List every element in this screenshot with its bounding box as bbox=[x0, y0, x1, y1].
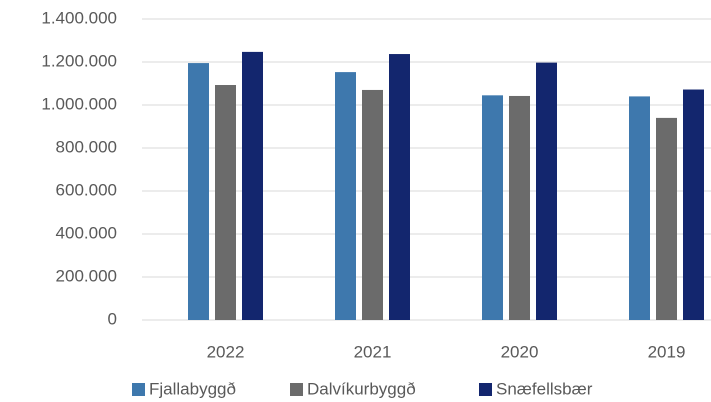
y-tick-label: 800.000 bbox=[56, 137, 117, 156]
bar bbox=[629, 96, 650, 321]
bar bbox=[509, 95, 530, 320]
x-tick-label: 2022 bbox=[207, 342, 245, 361]
bar bbox=[188, 63, 209, 320]
y-tick-label: 200.000 bbox=[56, 266, 117, 285]
y-tick-label: 0 bbox=[108, 309, 117, 328]
bar bbox=[683, 89, 704, 321]
legend-swatch bbox=[479, 383, 492, 396]
bar bbox=[656, 117, 677, 321]
legend-label: Fjallabyggð bbox=[149, 379, 236, 398]
y-tick-label: 400.000 bbox=[56, 223, 117, 242]
y-tick-label: 1.400.000 bbox=[41, 8, 117, 27]
y-tick-label: 1.200.000 bbox=[41, 51, 117, 70]
legend-swatch bbox=[290, 383, 303, 396]
bar bbox=[482, 95, 503, 320]
bar bbox=[389, 54, 410, 321]
y-tick-label: 600.000 bbox=[56, 180, 117, 199]
x-tick-label: 2019 bbox=[648, 342, 686, 361]
legend-label: Snæfellsbær bbox=[496, 379, 593, 398]
bar bbox=[536, 62, 557, 321]
bar bbox=[215, 85, 236, 320]
bar bbox=[335, 72, 356, 320]
x-tick-label: 2020 bbox=[501, 342, 539, 361]
bar bbox=[362, 89, 383, 320]
x-tick-label: 2021 bbox=[354, 342, 392, 361]
legend-label: Dalvíkurbyggð bbox=[307, 379, 416, 398]
y-tick-label: 1.000.000 bbox=[41, 94, 117, 113]
legend-swatch bbox=[132, 383, 145, 396]
bar bbox=[242, 51, 263, 321]
